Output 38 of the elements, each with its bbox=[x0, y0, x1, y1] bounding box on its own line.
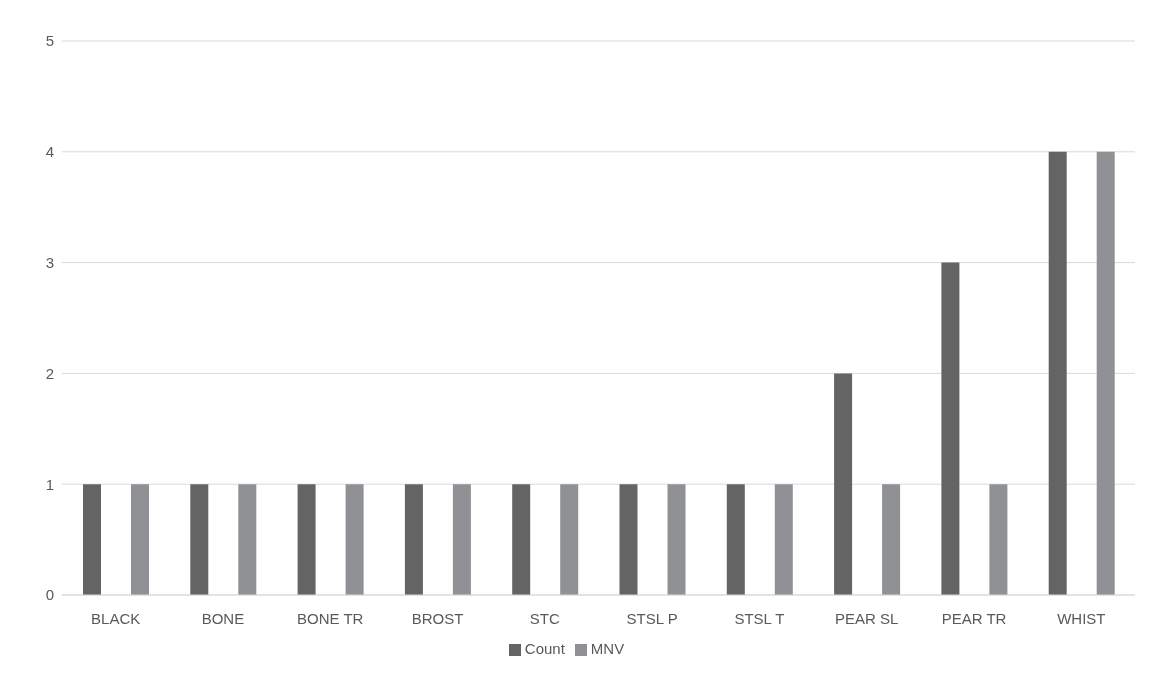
bar bbox=[667, 484, 686, 595]
bar bbox=[404, 484, 423, 595]
bar bbox=[512, 484, 531, 595]
legend-label: Count bbox=[524, 640, 565, 657]
x-tick-label: BROST bbox=[411, 609, 464, 627]
bar bbox=[560, 484, 579, 595]
bar bbox=[619, 484, 638, 595]
x-tick-label: STC bbox=[529, 609, 561, 627]
y-tick-label: 5 bbox=[45, 32, 54, 50]
legend-label: MNV bbox=[590, 640, 625, 657]
bar bbox=[834, 373, 853, 595]
bar bbox=[131, 484, 149, 595]
bar bbox=[1096, 151, 1115, 595]
bar bbox=[297, 484, 316, 595]
bar bbox=[726, 484, 745, 595]
bar bbox=[774, 484, 793, 595]
bar bbox=[83, 484, 101, 595]
bar bbox=[989, 484, 1008, 595]
x-tick-label: PEAR SL bbox=[835, 609, 899, 627]
y-tick-label: 3 bbox=[45, 253, 54, 271]
y-tick-label: 4 bbox=[45, 143, 54, 161]
bar bbox=[882, 484, 901, 595]
bar bbox=[238, 484, 257, 595]
y-tick-label: 1 bbox=[45, 475, 54, 493]
bar bbox=[345, 484, 364, 595]
x-tick-label: STSL T bbox=[734, 609, 785, 627]
bar bbox=[190, 484, 209, 595]
bar bbox=[1048, 151, 1067, 595]
x-tick-label: STSL P bbox=[626, 609, 678, 627]
bar bbox=[941, 262, 960, 595]
y-tick-label: 2 bbox=[45, 364, 54, 382]
x-tick-label: WHIST bbox=[1057, 609, 1106, 627]
y-tick-label: 0 bbox=[45, 586, 54, 604]
x-tick-label: BLACK bbox=[91, 609, 141, 627]
x-tick-label: BONE TR bbox=[297, 609, 364, 627]
bar bbox=[452, 484, 471, 595]
x-tick-label: BONE bbox=[201, 609, 245, 627]
x-tick-label: PEAR TR bbox=[941, 609, 1007, 627]
